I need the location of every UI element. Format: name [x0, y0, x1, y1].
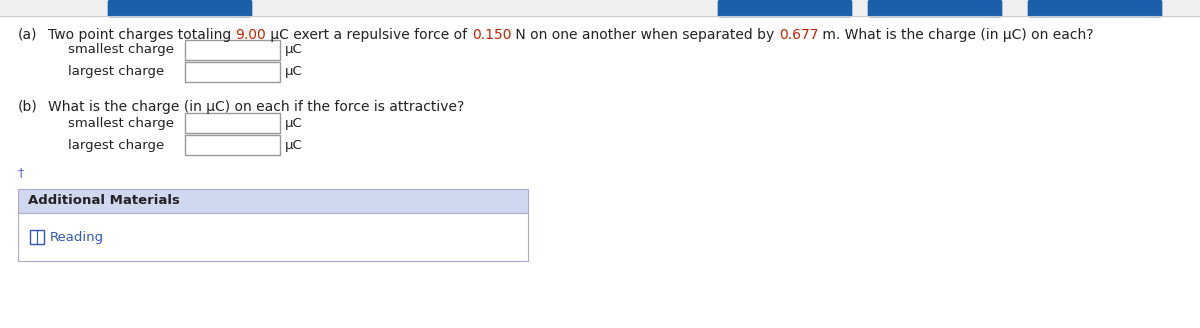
FancyBboxPatch shape: [719, 1, 852, 16]
Text: 0.677: 0.677: [779, 28, 818, 42]
FancyBboxPatch shape: [185, 40, 280, 60]
Text: m. What is the charge (in μC) on each?: m. What is the charge (in μC) on each?: [818, 28, 1094, 42]
Text: μC: μC: [286, 116, 302, 130]
FancyBboxPatch shape: [18, 189, 528, 213]
Text: (b): (b): [18, 100, 37, 114]
Text: smallest charge: smallest charge: [68, 116, 174, 130]
Text: What is the charge (in μC) on each if the force is attractive?: What is the charge (in μC) on each if th…: [48, 100, 464, 114]
Text: μC: μC: [286, 66, 302, 78]
Text: largest charge: largest charge: [68, 138, 164, 152]
Text: largest charge: largest charge: [68, 66, 164, 78]
Text: 0.150: 0.150: [472, 28, 511, 42]
FancyBboxPatch shape: [1028, 1, 1162, 16]
FancyBboxPatch shape: [185, 62, 280, 82]
Text: μC: μC: [286, 44, 302, 56]
Text: N on one another when separated by: N on one another when separated by: [511, 28, 779, 42]
FancyBboxPatch shape: [18, 213, 528, 261]
FancyBboxPatch shape: [869, 1, 1002, 16]
Text: †: †: [18, 167, 24, 179]
Text: smallest charge: smallest charge: [68, 44, 174, 56]
Text: 9.00: 9.00: [235, 28, 266, 42]
Text: μC: μC: [286, 138, 302, 152]
Text: (a): (a): [18, 28, 37, 42]
Text: Reading: Reading: [50, 231, 104, 243]
FancyBboxPatch shape: [185, 135, 280, 155]
FancyBboxPatch shape: [108, 1, 252, 16]
FancyBboxPatch shape: [185, 113, 280, 133]
FancyBboxPatch shape: [0, 0, 1200, 16]
FancyBboxPatch shape: [30, 230, 44, 244]
Text: Additional Materials: Additional Materials: [28, 195, 180, 208]
Text: Two point charges totaling: Two point charges totaling: [48, 28, 235, 42]
Text: μC exert a repulsive force of: μC exert a repulsive force of: [266, 28, 472, 42]
